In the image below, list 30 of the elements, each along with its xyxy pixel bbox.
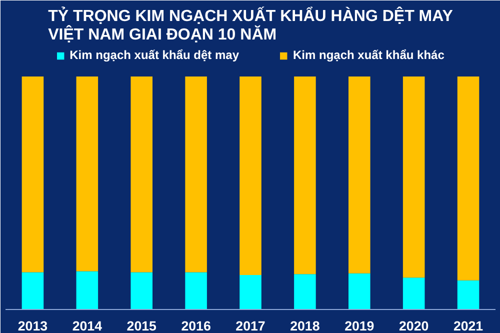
x-tick-label: 2019 [344, 318, 374, 333]
bar [348, 273, 370, 310]
bar [294, 274, 316, 310]
x-tick-label: 2021 [453, 318, 484, 333]
bar [185, 272, 207, 310]
bar [22, 272, 44, 310]
bar [240, 275, 262, 310]
bar [130, 272, 152, 310]
bar [457, 76, 480, 280]
x-tick-label: 2014 [72, 318, 103, 333]
bar [402, 76, 425, 278]
x-tick-label: 2013 [18, 318, 48, 333]
bar [348, 76, 370, 274]
bar [76, 76, 98, 272]
bar [76, 271, 98, 310]
bar [240, 76, 262, 276]
x-tick-label: 2015 [126, 318, 158, 333]
x-tick-label: 2020 [399, 318, 429, 333]
bar [294, 76, 316, 274]
bar [22, 76, 44, 272]
chart-title: TỶ TRỌNG KIM NGẠCH XUẤT KHẨU HÀNG DỆT MAY VIỆT NAM GIAI ĐOẠN 10 NĂM [48, 6, 454, 44]
x-tick-label: 2016 [181, 318, 211, 333]
bar [130, 76, 152, 272]
x-tick-label: 2018 [290, 318, 320, 333]
legend-label: Kim ngạch xuất khẩu dệt may [70, 48, 239, 62]
bar [402, 278, 425, 310]
bar [185, 76, 207, 272]
legend-label: Kim ngạch xuất khẩu khác [293, 48, 444, 62]
x-tick-label: 2017 [236, 318, 266, 333]
bar [457, 280, 480, 310]
